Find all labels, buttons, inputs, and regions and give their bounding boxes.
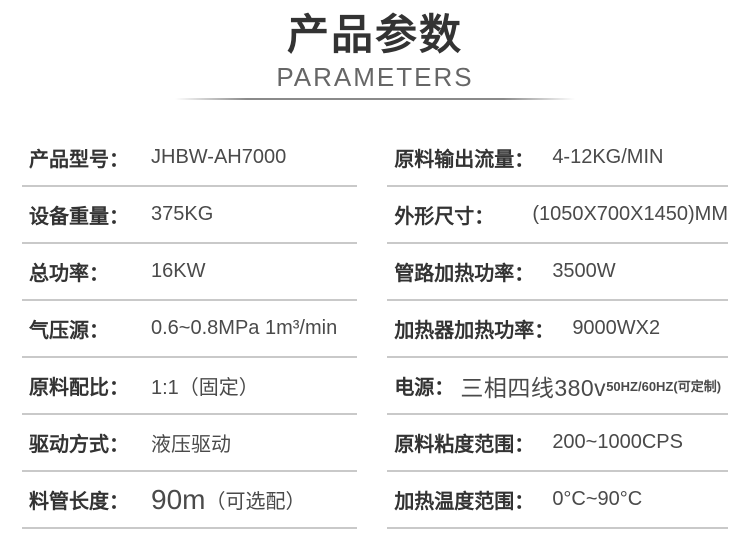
page-subtitle: PARAMETERS [276,62,474,92]
param-row-product-model: 产品型号： JHBW-AH7000 [22,130,358,187]
param-row-heating-temperature-range: 加热温度范围： 0°C~90°C [387,472,728,529]
param-label: 外形尺寸： [394,206,495,228]
param-row-pipeline-heating-power: 管路加热功率： 3500W [387,244,728,301]
header-divider [175,98,575,100]
param-row-material-viscosity-range: 原料粘度范围： 200~1000CPS [387,415,728,472]
param-row-material-output-flow: 原料输出流量： 4-12KG/MIN [387,130,728,187]
param-value: 375KG [151,203,214,225]
param-value-big: 90m [151,483,206,515]
header: 产品参数 PARAMETERS [0,0,750,100]
param-label: 产品型号： [29,149,129,171]
param-label: 驱动方式： [29,434,129,456]
param-label: 电源： [394,377,455,399]
param-label: 管路加热功率： [394,263,535,285]
param-row-power-supply: 电源： 三相四线380v 50HZ/60HZ(可定制) [387,358,728,415]
param-value: 200~1000CPS [552,431,683,453]
param-value: 0.6~0.8MPa 1m³/min [151,317,338,339]
param-value: 9000WX2 [572,317,661,339]
param-row-air-pressure-source: 气压源： 0.6~0.8MPa 1m³/min [22,301,358,358]
left-column: 产品型号： JHBW-AH7000 设备重量： 375KG 总功率： 16KW … [22,130,358,529]
param-label: 料管长度： [29,491,129,513]
param-value: 0°C~90°C [552,488,643,510]
param-value-small: 50HZ/60HZ(可定制) [606,379,722,394]
param-label: 原料输出流量： [394,149,535,171]
page-title: 产品参数 [286,11,463,58]
parameters-table: 产品型号： JHBW-AH7000 设备重量： 375KG 总功率： 16KW … [22,130,728,529]
param-label: 气压源： [29,320,109,342]
param-value: 16KW [151,260,206,282]
param-row-dimensions: 外形尺寸： (1050X700X1450)MM [387,187,728,244]
param-row-material-ratio: 原料配比： 1:1（固定） [22,358,358,415]
param-label: 原料配比： [29,377,129,399]
param-label: 设备重量： [29,206,129,228]
param-row-drive-mode: 驱动方式： 液压驱动 [22,415,358,472]
param-label: 加热器加热功率： [394,320,555,342]
param-value: (1050X700X1450)MM [532,203,728,225]
param-value-big: 三相四线380v [460,374,607,401]
param-label: 原料粘度范围： [394,434,535,456]
param-value: （可选配） [205,491,306,513]
param-row-heater-heating-power: 加热器加热功率： 9000WX2 [387,301,728,358]
param-row-pipe-length: 料管长度： 90m （可选配） [22,472,358,529]
param-label: 总功率： [29,263,109,285]
param-row-total-power: 总功率： 16KW [22,244,358,301]
param-value: 液压驱动 [151,434,231,456]
param-value: 4-12KG/MIN [552,146,664,168]
param-row-device-weight: 设备重量： 375KG [22,187,358,244]
param-value: 3500W [552,260,616,282]
param-value: JHBW-AH7000 [151,146,287,168]
param-label: 加热温度范围： [394,491,535,513]
param-value: 1:1（固定） [151,377,259,399]
right-column: 原料输出流量： 4-12KG/MIN 外形尺寸： (1050X700X1450)… [387,130,728,529]
